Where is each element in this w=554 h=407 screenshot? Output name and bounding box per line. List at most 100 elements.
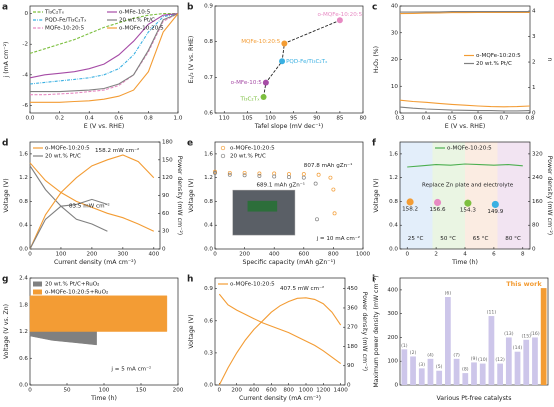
point-label: Ti₃C₂Tₓ <box>239 96 260 102</box>
x-tick-label: 1200 <box>316 388 331 394</box>
bar-label: (13) <box>504 331 514 337</box>
y-axis-label: Maximum power density (mW cm⁻²) <box>373 275 380 387</box>
legend-label: o-MQFe-10:20:5 <box>230 146 275 152</box>
x-tick-label: 200 <box>239 252 250 258</box>
annotation: 80 °C <box>505 236 521 242</box>
x-tick-label: 0 <box>218 388 222 394</box>
panel-label: f <box>372 139 376 149</box>
y2-axis-label: n <box>546 58 553 62</box>
x-tick-label: 200 <box>87 252 98 258</box>
data-point <box>227 170 232 175</box>
x-tick-label: 1400 <box>334 388 349 394</box>
bar <box>436 370 443 385</box>
y-axis-label: j (mA cm⁻²) <box>3 42 10 79</box>
y-tick-label: 0 <box>394 111 398 117</box>
x-tick-label: 150 <box>136 388 147 394</box>
x-tick-label: 200 <box>173 388 184 394</box>
bar-label: (10) <box>478 357 488 363</box>
legend-label: o-MQFe-10:20:5 <box>476 53 521 59</box>
data-line <box>29 13 179 85</box>
y-tick-label: 0.6 <box>204 318 213 324</box>
bar <box>410 356 416 385</box>
y2-tick-label: 90 <box>347 363 355 369</box>
panel-label: e <box>187 139 193 149</box>
x-tick-label: 2 <box>434 252 438 258</box>
x-axis-label: Tafel slope (mV dec⁻¹) <box>254 123 324 130</box>
bar-label: (6) <box>445 291 452 297</box>
legend-label: 20 wt.% Pt/C <box>230 154 266 160</box>
y2-tick-label: 240 <box>532 175 543 181</box>
y-tick-label: 400 <box>387 287 398 293</box>
y2-tick-label: 450 <box>347 286 358 292</box>
x-tick-label: 105 <box>242 116 253 122</box>
inset-display <box>247 200 278 212</box>
legend-label: PQD-Fe/Ti₃C₂Tₓ <box>45 18 87 24</box>
y2-tick-label: 360 <box>347 305 358 311</box>
x-tick-label: 4 <box>463 252 467 258</box>
y2-tick-label: 320 <box>532 151 543 157</box>
legend-swatch <box>33 281 42 287</box>
y-tick-label: 0.0 <box>389 247 398 253</box>
x-tick-label: 100 <box>99 388 110 394</box>
data-line <box>218 297 342 386</box>
x-tick-label: 0.6 <box>114 116 123 122</box>
panel-label: b <box>187 3 194 13</box>
y-axis-label: E₁/₂ (V vs. RHE) <box>188 36 195 84</box>
legend-label: Ti₃C₂Tₓ <box>44 10 65 16</box>
y-tick-label: 1.2 <box>19 329 28 335</box>
annotation: j = 5 mA cm⁻² <box>110 365 151 372</box>
y-tick-label: 0 <box>24 11 28 17</box>
temperature-region <box>465 142 498 249</box>
data-line <box>400 11 530 13</box>
y-tick-label: 0.6 <box>19 356 28 362</box>
y2-tick-label: 80 <box>532 223 540 229</box>
y-axis-label: Voltage (V) <box>188 178 195 212</box>
data-point <box>331 187 336 192</box>
y-tick-label: 30 <box>391 30 399 36</box>
panel-label: i <box>372 275 375 285</box>
x-tick-label: 400 <box>249 388 260 394</box>
panel-label: d <box>2 139 8 149</box>
point-label: o-MQFe-10:20:5 <box>318 12 363 18</box>
x-axis-label: Time (h) <box>451 259 478 266</box>
data-point <box>316 172 321 177</box>
y-tick-label: 300 <box>387 311 398 317</box>
x-tick-label: 800 <box>283 388 294 394</box>
data-line <box>30 13 179 93</box>
data-line <box>30 13 179 103</box>
y-tick-label: 0.0 <box>19 247 28 253</box>
y-tick-label: 1.6 <box>389 151 398 157</box>
bar <box>479 363 486 385</box>
y-axis-label: Voltage (V) <box>188 314 195 348</box>
x-axis-label: Specific capacity (mAh gZn⁻¹) <box>243 259 336 266</box>
y-axis-label: H₂O₂ (%) <box>373 46 380 73</box>
annotation: j = 10 mA cm⁻² <box>316 235 360 242</box>
bar <box>540 288 547 385</box>
bar-label: (2) <box>410 350 417 356</box>
y2-tick-label: 1 <box>532 85 536 91</box>
data-line <box>29 162 155 232</box>
x-tick-label: 110 <box>219 116 230 122</box>
y-tick-label: 0.9 <box>204 4 213 10</box>
y-tick-label: 0.4 <box>389 223 398 229</box>
y-tick-label: -2 <box>22 42 28 48</box>
bar-label: (3) <box>419 362 426 368</box>
bar-label: (14) <box>513 345 523 351</box>
x-tick-label: 0.8 <box>144 116 153 122</box>
y-axis-label: Voltage (V) <box>3 178 10 212</box>
point-label: PQD-Fe/Ti₃C₂Tₓ <box>286 59 328 65</box>
inset-photo <box>232 189 296 236</box>
bar <box>523 339 530 385</box>
bar-label: This work <box>506 280 542 288</box>
x-tick-label: 1000 <box>356 252 371 258</box>
y2-tick-label: 270 <box>347 325 358 331</box>
y-tick-label: 1.8 <box>19 302 28 308</box>
y2-tick-label: 60 <box>162 211 170 217</box>
y2-axis-label: Power density (mW cm⁻²) <box>546 156 553 235</box>
data-line <box>29 13 179 79</box>
y-tick-label: 0.4 <box>19 223 28 229</box>
bar-label: (15) <box>522 333 532 339</box>
y-tick-label: 0.3 <box>204 350 213 356</box>
y-tick-label: -6 <box>22 103 28 109</box>
data-point <box>272 174 277 179</box>
